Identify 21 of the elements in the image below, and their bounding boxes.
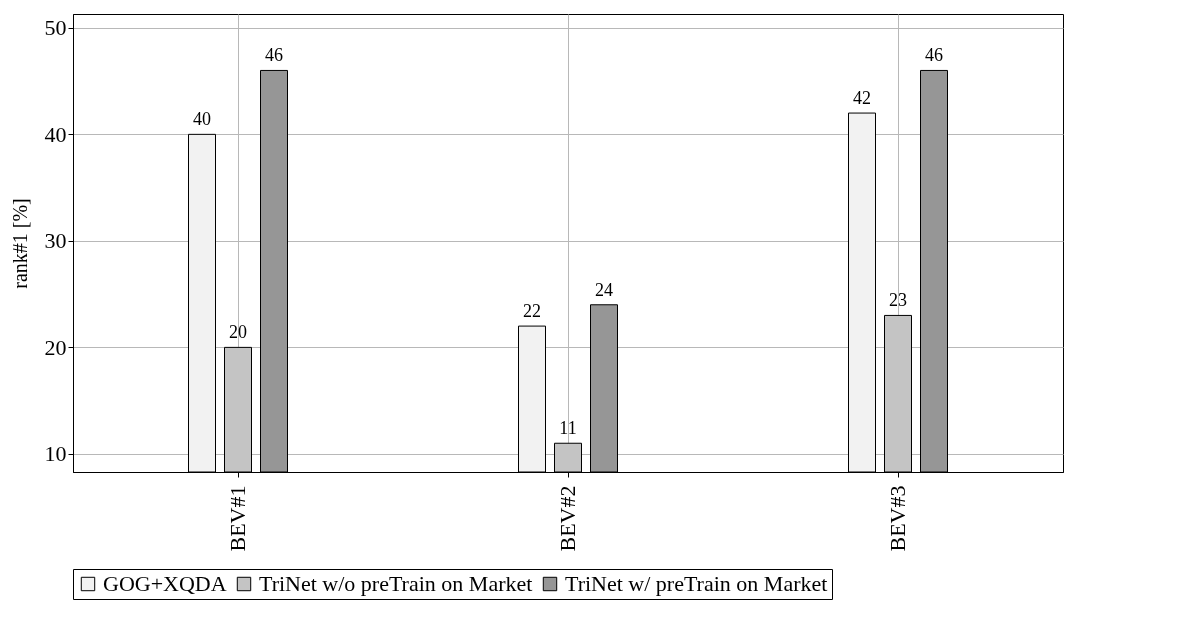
data-label: 24 [595, 279, 613, 300]
y-tick-label: 30 [44, 228, 67, 254]
data-label: 20 [229, 322, 247, 343]
x-tick-label: BEV#1 [225, 485, 250, 552]
data-label: 23 [889, 290, 907, 311]
y-axis-title: rank#1 [%] [8, 198, 31, 289]
data-label: 11 [559, 418, 577, 439]
data-label: 42 [853, 88, 871, 109]
y-tick-label: 50 [44, 15, 67, 41]
legend-label: TriNet w/o preTrain on Market [259, 571, 533, 596]
y-tick-label: 20 [44, 334, 67, 360]
legend-label: GOG+XQDA [103, 571, 227, 596]
y-tick-label: 10 [44, 441, 67, 467]
data-label: 46 [925, 45, 943, 66]
legend-label: TriNet w/ preTrain on Market [565, 571, 828, 596]
x-tick-label: BEV#2 [555, 485, 580, 552]
x-tick-label: BEV#3 [885, 485, 910, 552]
data-label: 40 [193, 109, 211, 130]
data-label: 46 [265, 45, 283, 66]
data-label: 22 [523, 301, 541, 322]
y-tick-label: 40 [44, 121, 67, 147]
